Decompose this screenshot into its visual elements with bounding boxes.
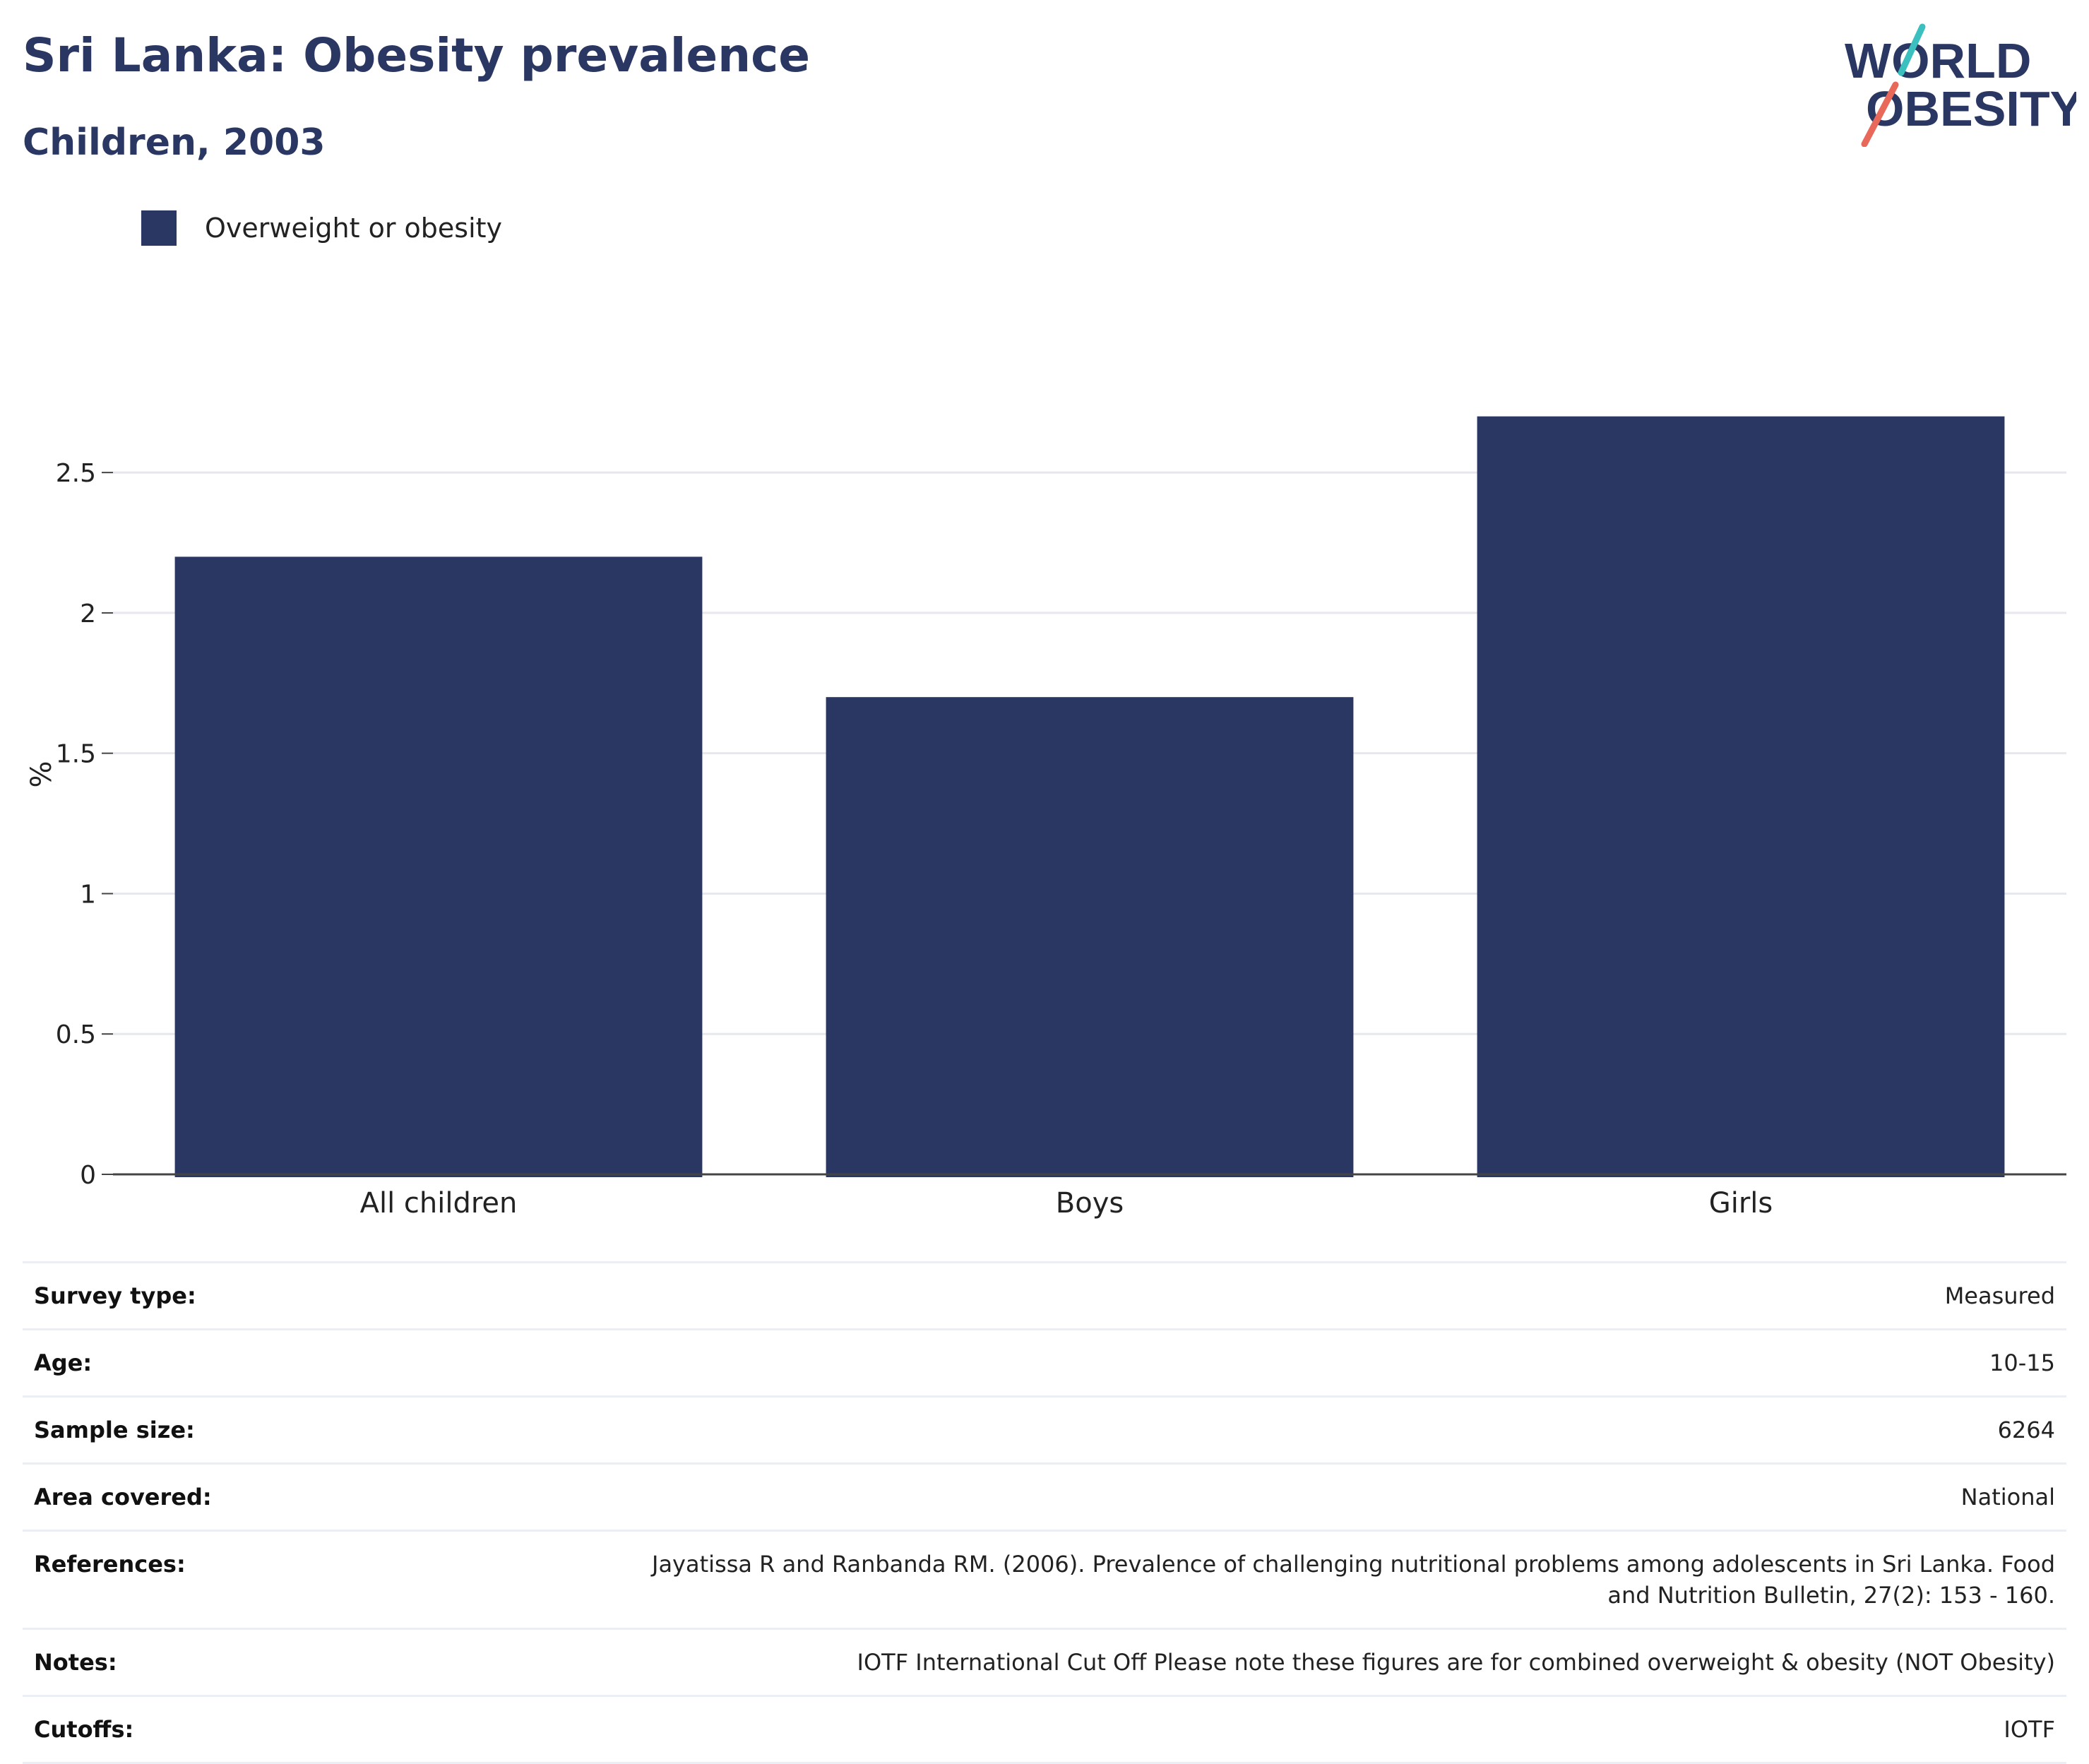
info-key: References: [34, 1551, 186, 1578]
info-row: Survey type: Measured [23, 1263, 2066, 1330]
info-key: Area covered: [34, 1484, 212, 1510]
logo-slash-teal [1898, 23, 1926, 76]
logo-line1: WORLD [1845, 33, 2031, 88]
logo-slash-coral [1861, 81, 1899, 147]
info-value: IOTF International Cut Off Please note t… [857, 1649, 2055, 1676]
info-value: Measured [1944, 1282, 2055, 1309]
info-row: Age: 10-15 [23, 1330, 2066, 1398]
info-row: Sample size: 6264 [23, 1398, 2066, 1465]
info-key: Sample size: [34, 1417, 195, 1443]
info-key: Age: [34, 1349, 93, 1376]
y-tick-label: 0 [80, 1161, 96, 1190]
bar-boys [826, 697, 1354, 1177]
legend[interactable]: Overweight or obesity [141, 210, 502, 246]
y-tick-label: 0.5 [56, 1020, 96, 1049]
chart-title: Sri Lanka: Obesity prevalence [23, 28, 811, 83]
bar-all-children [174, 556, 703, 1177]
info-key: Survey type: [34, 1282, 196, 1309]
axes: 0 0.5 1 1.5 2 2.5 All children Boys Girls% [25, 459, 2066, 1220]
info-row: Area covered: National [23, 1465, 2066, 1532]
info-value: 6264 [1997, 1417, 2055, 1443]
survey-info-table: Survey type: Measured Age: 10-15 Sample size… [23, 1261, 2066, 1764]
logo-line2: OBESITY [1866, 81, 2076, 136]
info-value: 10-15 [1989, 1349, 2055, 1376]
info-key: Notes: [34, 1649, 117, 1676]
info-value: National [1960, 1484, 2055, 1510]
x-tick-label: All children [360, 1187, 518, 1220]
info-key: Cutoffs: [34, 1716, 134, 1743]
info-row: References: Jayatissa R and Ranbanda RM. … [23, 1532, 2066, 1630]
bar-chart: 0 0.5 1 1.5 2 2.5 All children Boys Girls% [25, 416, 2066, 1220]
y-tick-label: 2 [80, 600, 96, 628]
chart-subtitle: Children, 2003 [23, 121, 326, 164]
info-value: Jayatissa R and Ranbanda RM. (2006). Pre… [652, 1551, 2055, 1609]
y-tick-label: 1.5 [56, 740, 96, 769]
y-tick-label: 1 [80, 880, 96, 909]
legend-label: Overweight or obesity [205, 213, 503, 244]
info-row: Cutoffs: IOTF [23, 1697, 2066, 1764]
x-tick-label: Girls [1709, 1187, 1773, 1220]
info-value: IOTF [2004, 1716, 2055, 1743]
bars [174, 416, 2005, 1177]
y-tick-label: 2.5 [56, 459, 96, 488]
bar-girls [1477, 416, 2005, 1177]
info-row: Notes: IOTF International Cut Off Please … [23, 1630, 2066, 1697]
legend-swatch [141, 210, 177, 246]
y-axis-title: % [25, 761, 58, 787]
world-obesity-logo: WORLD OBESITY [1845, 23, 2076, 147]
x-tick-label: Boys [1056, 1187, 1124, 1220]
